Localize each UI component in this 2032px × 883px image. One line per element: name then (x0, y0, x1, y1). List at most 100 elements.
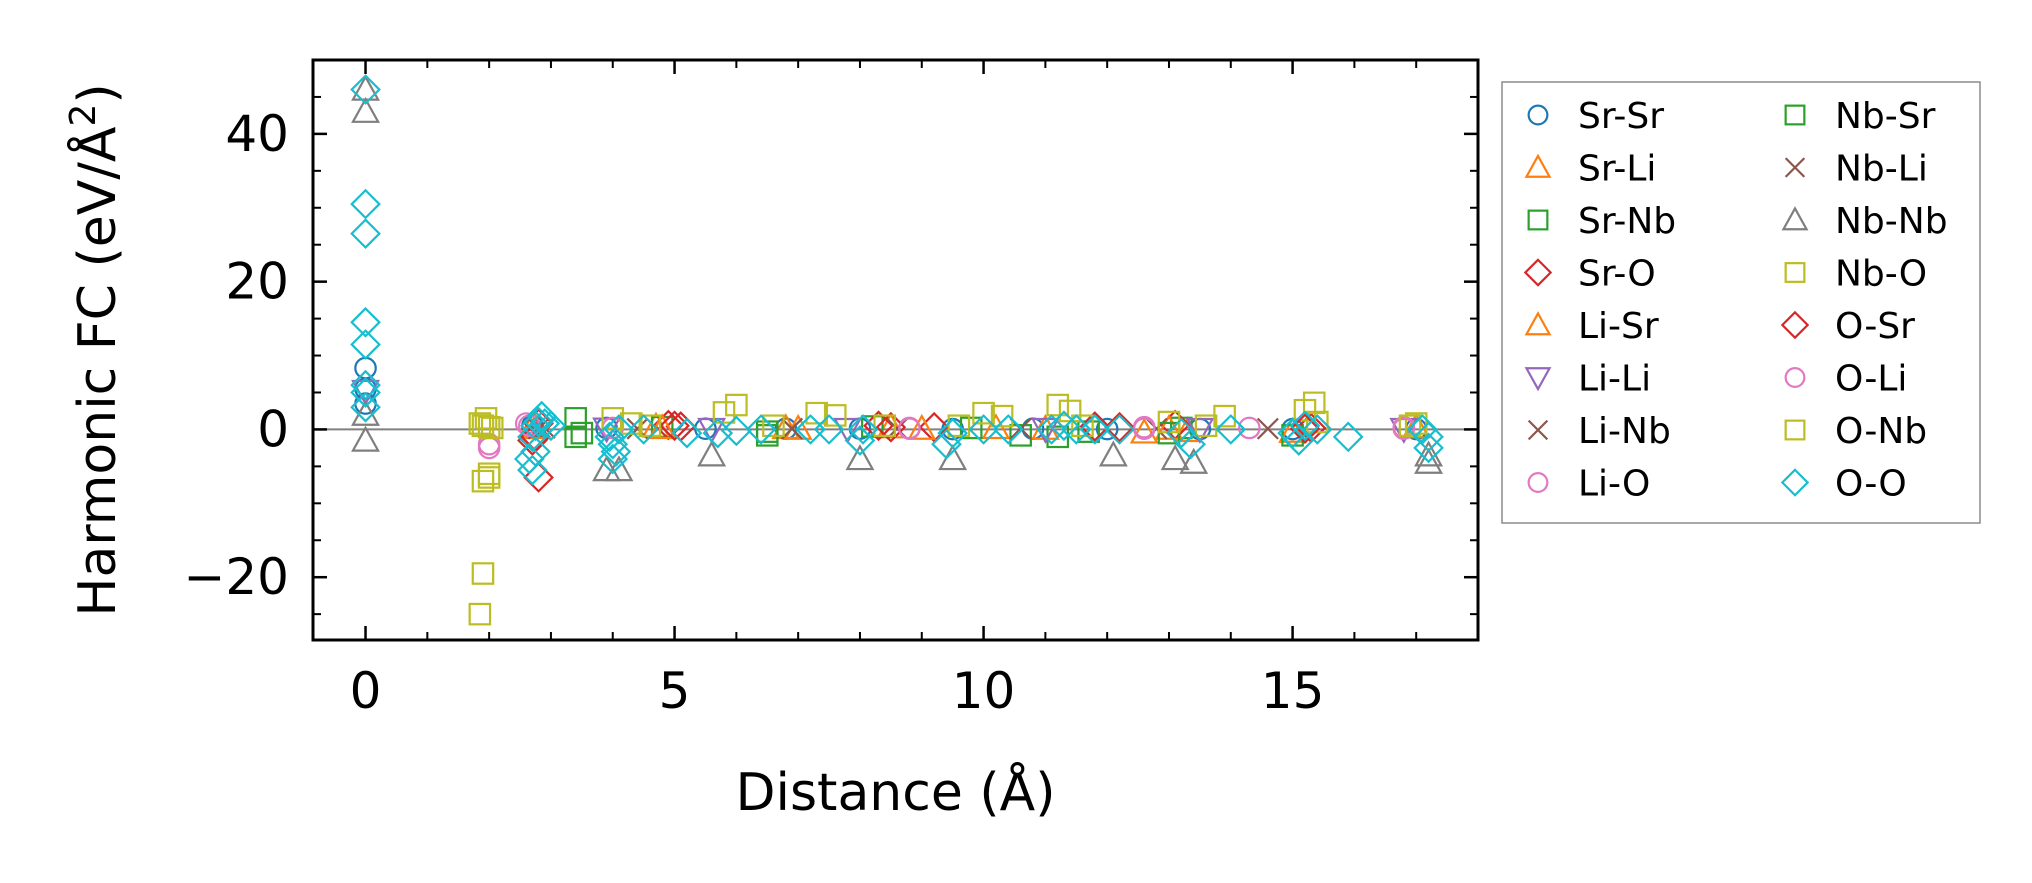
data-point (712, 401, 736, 424)
data-point (1194, 414, 1218, 438)
data-point (762, 414, 785, 438)
data-point (351, 425, 381, 452)
legend-label: Li-Li (1578, 359, 1651, 400)
data-point (1302, 391, 1326, 415)
legend-label: O-Nb (1835, 411, 1927, 452)
legend-marker (1780, 468, 1810, 497)
legend-entry: Sr-Li (1524, 149, 1656, 190)
legend-entry: Li-Nb (1527, 411, 1671, 452)
legend-label: Sr-Nb (1578, 201, 1676, 242)
data-point (1215, 414, 1247, 445)
data-point (1414, 447, 1444, 474)
x-axis-label: Distance (Å) (735, 761, 1055, 823)
legend: Sr-Sr Sr-Li Sr-Nb Sr-O Li-Sr Li-Li Li-Nb Li-O Nb… (1501, 81, 1981, 524)
data-point (931, 428, 962, 460)
legend-entry: Nb-Li (1784, 149, 1928, 190)
data-point (1404, 412, 1428, 435)
y-tick-label: 40 (225, 105, 289, 163)
data-point (468, 602, 492, 626)
data-point (907, 413, 937, 440)
data-point (725, 393, 748, 417)
data-point (1160, 444, 1190, 471)
legend-entry: Sr-Sr (1527, 96, 1664, 137)
data-point (1306, 410, 1329, 434)
data-point (1079, 411, 1111, 442)
data-point (604, 455, 634, 482)
legend-entry: Li-Li (1524, 359, 1651, 400)
data-point (1098, 440, 1128, 467)
y-tick-label: −20 (183, 548, 289, 606)
data-point (1104, 411, 1135, 443)
legend-marker (1784, 157, 1806, 178)
data-point (628, 414, 660, 445)
legend-label: Nb-Nb (1835, 201, 1948, 242)
data-point (781, 417, 803, 440)
series-o-o (350, 74, 1444, 486)
legend-marker (1527, 104, 1549, 126)
data-point (570, 421, 594, 445)
data-point (350, 188, 381, 220)
data-point (535, 410, 567, 442)
data-point (513, 443, 545, 475)
data-point (1036, 414, 1067, 445)
legend-label: Nb-O (1835, 254, 1927, 295)
data-point (350, 369, 381, 401)
legend-label: Li-Sr (1578, 306, 1659, 347)
data-point (972, 401, 995, 425)
data-point (1301, 414, 1333, 445)
data-point (1154, 413, 1184, 440)
plot-area (313, 60, 1478, 640)
legend-marker (1524, 153, 1552, 178)
legend-entry: O-O (1780, 464, 1907, 505)
y-axis-label-close: ) (68, 83, 128, 103)
data-point (520, 436, 551, 467)
series-o-nb (471, 414, 1422, 440)
legend-marker (1527, 472, 1549, 493)
legend-entry: Li-O (1527, 464, 1650, 505)
data-point (1104, 414, 1135, 445)
data-point (471, 469, 495, 493)
data-point (1009, 424, 1032, 447)
legend-marker (1784, 104, 1806, 126)
x-tick-label: 15 (1261, 662, 1325, 720)
legend-marker (1780, 310, 1810, 340)
legend-marker (1524, 367, 1552, 392)
legend-marker (1784, 262, 1806, 283)
legend-label: Sr-Sr (1578, 96, 1664, 137)
data-point (947, 414, 971, 438)
data-point (350, 218, 381, 249)
data-point (564, 407, 587, 430)
data-point (1256, 417, 1279, 440)
legend-entry: Nb-Nb (1781, 201, 1948, 242)
x-tick-label: 0 (350, 662, 382, 720)
x-tick-label: 5 (659, 662, 691, 720)
data-point (1095, 417, 1119, 441)
legend-marker (1784, 419, 1806, 441)
data-point (517, 454, 548, 486)
data-point (876, 412, 906, 439)
data-point (1175, 428, 1206, 460)
data-point (845, 444, 875, 471)
data-point (603, 414, 635, 445)
data-point (847, 414, 879, 445)
y-axis-label-main: Harmonic FC (eV/Å (66, 126, 128, 617)
data-point (350, 329, 381, 360)
data-point (597, 443, 629, 475)
data-point (823, 404, 847, 427)
data-point (600, 436, 632, 467)
y-tick-label: 0 (257, 400, 289, 458)
data-point (937, 417, 969, 449)
data-point (1289, 413, 1321, 445)
y-tick-label: 20 (225, 253, 289, 311)
data-point (813, 414, 845, 445)
legend-entry: O-Sr (1780, 306, 1915, 347)
legend-label: Nb-Li (1835, 149, 1928, 190)
legend-label: Li-O (1578, 464, 1650, 505)
x-tick-label: 10 (952, 662, 1016, 720)
data-point (992, 414, 1024, 445)
data-point (480, 416, 504, 440)
legend-entry: Nb-Sr (1784, 96, 1936, 137)
data-point (1179, 447, 1209, 474)
legend-marker (1527, 419, 1549, 441)
data-point (898, 417, 921, 440)
